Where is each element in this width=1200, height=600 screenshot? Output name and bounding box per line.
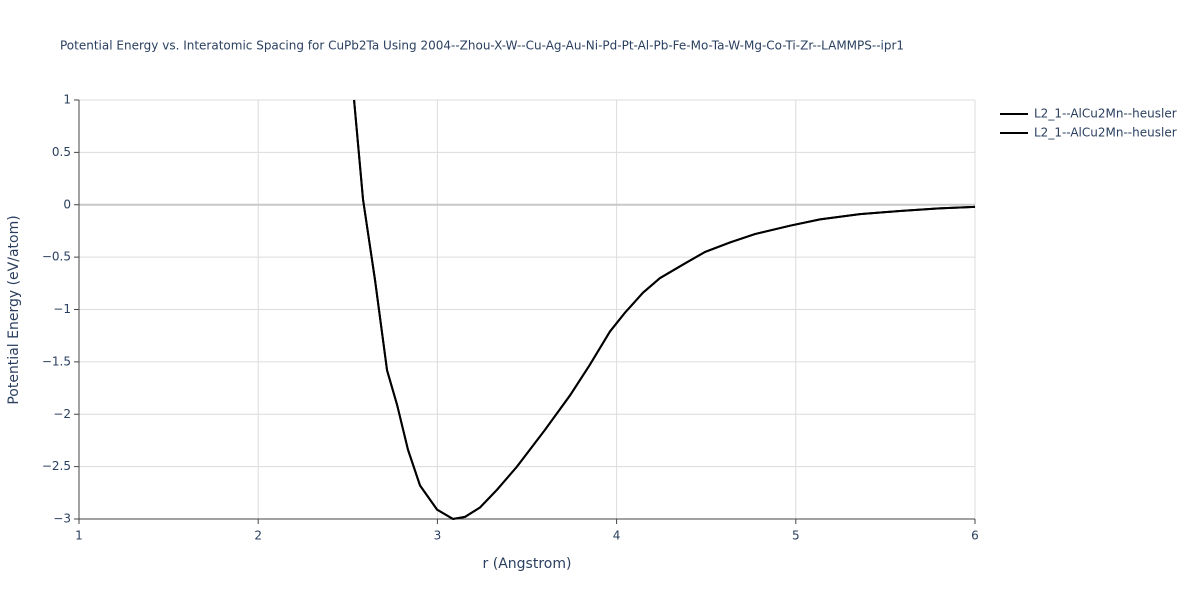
legend-label: L2_1--AlCu2Mn--heusler: [1034, 107, 1177, 121]
legend-label: L2_1--AlCu2Mn--heusler: [1034, 126, 1177, 140]
y-tick-label: 1: [63, 93, 71, 107]
x-tick-label: 2: [254, 529, 262, 543]
y-tick-label: −2: [53, 407, 71, 421]
y-tick-label: 0.5: [52, 145, 71, 159]
y-axis-title: Potential Energy (eV/atom): [6, 215, 22, 404]
x-tick-label: 4: [613, 529, 621, 543]
y-tick-label: 0: [63, 197, 71, 211]
x-tick-label: 6: [971, 529, 979, 543]
y-tick-label: −1: [53, 302, 71, 316]
y-tick-label: −1.5: [42, 354, 71, 368]
y-tick-label: −2.5: [42, 459, 71, 473]
x-tick-label: 1: [75, 529, 83, 543]
series-line: [353, 99, 976, 521]
chart-title: Potential Energy vs. Interatomic Spacing…: [60, 39, 904, 53]
y-tick-label: −3: [53, 512, 71, 526]
x-tick-label: 3: [434, 529, 442, 543]
y-tick-label: −0.5: [42, 250, 71, 264]
x-axis-title: r (Angstrom): [483, 556, 572, 572]
x-tick-label: 5: [792, 529, 800, 543]
